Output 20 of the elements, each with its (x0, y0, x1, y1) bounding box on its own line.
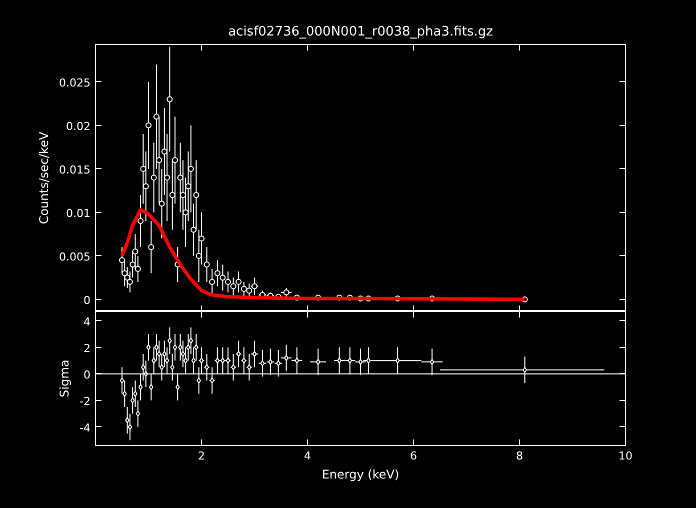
x-tick-label: 4 (304, 450, 311, 462)
y-tick-label: 0.01 (66, 206, 91, 220)
x-tick-label: 6 (410, 450, 417, 462)
y-axis-title: Sigma (58, 360, 72, 398)
x-tick-label: 2 (198, 450, 205, 462)
y-tick-label: 0.005 (59, 250, 91, 264)
y-tick-label: 0 (84, 368, 90, 382)
y-tick-label: 0.02 (66, 120, 91, 133)
y-tick-label: 2 (84, 342, 90, 355)
x-tick-label: 10 (618, 450, 632, 462)
x-tick-label: 8 (516, 450, 523, 462)
y-axis-title: Counts/sec/keV (37, 131, 52, 224)
x-axis-title: Energy (keV) (322, 468, 400, 482)
y-tick-label: 0.025 (59, 76, 91, 90)
chart-title: acisf02736_000N001_r0038_pha3.fits.gz (228, 24, 494, 40)
y-tick-label: 0 (84, 294, 90, 307)
y-tick-label: 4 (84, 315, 90, 328)
y-tick-label: 0.015 (59, 163, 91, 176)
y-tick-label: -2 (80, 394, 90, 408)
y-tick-label: -4 (80, 421, 90, 434)
